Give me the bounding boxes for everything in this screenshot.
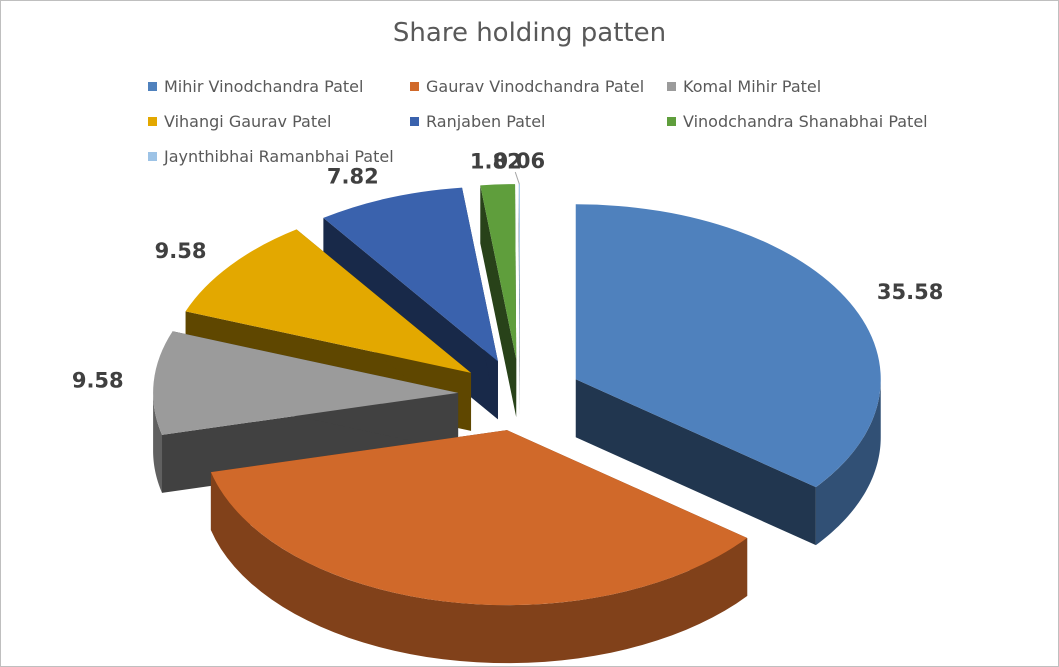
legend-label: Vihangi Gaurav Patel [164,111,332,131]
slice-gaurav-vinodchandra-patel [210,430,748,606]
data-labels: 35.5835.589.589.587.821.820.06 [72,149,943,392]
slice-jaynthibhai-ramanbhai-patel [518,184,520,360]
legend-label: Komal Mihir Patel [683,76,822,96]
legend-item-vihangi-gaurav-patel: Vihangi Gaurav Patel [148,111,331,131]
legend-item-mihir-vinodchandra-patel: Mihir Vinodchandra Patel [148,76,363,96]
data-label-mihir-vinodchandra-patel: 35.58 [877,280,943,304]
slice-outer-wall [210,472,748,664]
slice-3d-mihir-vinodchandra-patel [575,379,881,546]
legend-label: Mihir Vinodchandra Patel [164,76,364,96]
legend-item-gaurav-vinodchandra-patel: Gaurav Vinodchandra Patel [410,76,644,96]
data-label-jaynthibhai-ramanbhai-patel: 0.06 [493,149,545,173]
slice-outer-wall [153,392,163,493]
legend-swatch [148,151,157,161]
slice-mihir-vinodchandra-patel [575,204,881,488]
slice-wall-start [518,184,520,418]
chart-title: Share holding patten [392,18,667,48]
legend-label: Ranjaben Patel [426,111,546,131]
slice-wall-start [480,185,517,418]
slice-vihangi-gaurav-patel [185,229,472,373]
legend-swatch [148,81,157,91]
legend-label: Gaurav Vinodchandra Patel [426,76,645,96]
slice-komal-mihir-patel [153,331,459,435]
slice-ranjaben-patel [323,187,498,362]
legend-label: Vinodchandra Shanabhai Patel [683,111,928,131]
slice-3d-jaynthibhai-ramanbhai-patel [518,184,520,418]
data-label-komal-mihir-patel: 9.58 [72,368,124,392]
slice-vinodchandra-shanabhai-patel [480,184,517,360]
legend-item-jaynthibhai-ramanbhai-patel: Jaynthibhai Ramanbhai Patel [148,146,394,166]
leader-line [514,171,520,185]
legend-swatch [667,81,676,91]
legend-swatch [410,81,419,91]
slice-tops [153,184,881,606]
data-label-ranjaben-patel: 7.82 [327,164,379,188]
data-label-vihangi-gaurav-patel: 9.58 [155,239,207,263]
legend: Mihir Vinodchandra Patel Gaurav Vinodchan… [148,72,948,172]
slice-wall-end [575,379,816,546]
data-label-vinodchandra-shanabhai-patel: 1.82 [470,149,522,173]
legend-item-komal-mihir-patel: Komal Mihir Patel [667,76,821,96]
legend-swatch [148,116,157,126]
legend-item-vinodchandra-shanabhai-patel: Vinodchandra Shanabhai Patel [667,111,928,131]
slice-outer-wall [815,379,881,546]
legend-swatch [410,116,419,126]
legend-swatch [667,116,676,126]
legend-label: Jaynthibhai Ramanbhai Patel [164,146,394,166]
legend-item-ranjaben-patel: Ranjaben Patel [410,111,545,131]
